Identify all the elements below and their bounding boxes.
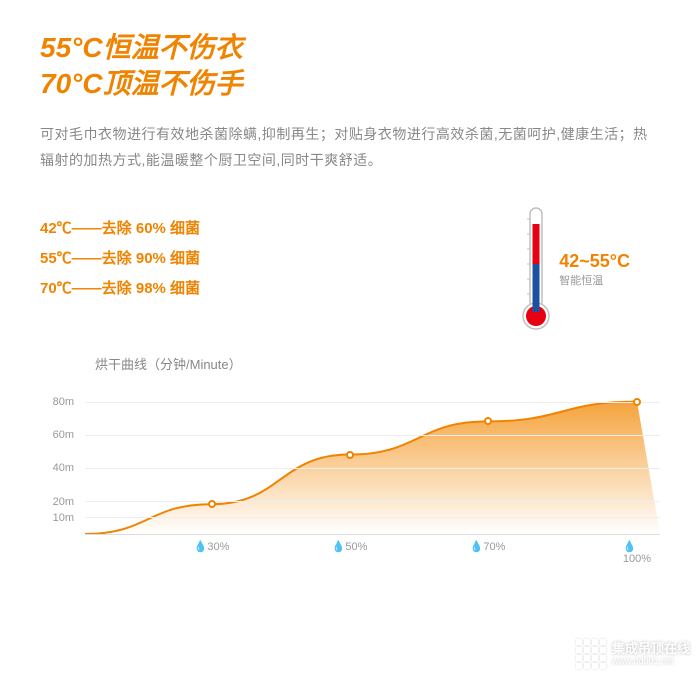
thermometer-range: 42~55°C xyxy=(559,250,630,273)
y-tick-label: 60m xyxy=(53,429,74,441)
watermark-text: 集成吊顶在线 xyxy=(612,642,690,656)
x-tick-label: 💧100% xyxy=(623,540,651,565)
bullet-item: 55℃——去除 90% 细菌 xyxy=(40,244,200,274)
y-tick-label: 10m xyxy=(53,512,74,524)
watermark-icon xyxy=(576,639,606,669)
x-tick-label: 💧50% xyxy=(332,540,368,553)
data-point xyxy=(346,451,354,459)
temperature-bullets: 42℃——去除 60% 细菌 55℃——去除 90% 细菌 70℃——去除 98… xyxy=(40,204,200,304)
x-tick-label: 💧30% xyxy=(194,540,230,553)
thermometer-sublabel: 智能恒温 xyxy=(559,274,630,288)
watermark: 集成吊顶在线 www.dd001.net xyxy=(576,639,690,669)
thermometer-icon xyxy=(521,204,551,334)
x-tick-label: 💧70% xyxy=(470,540,506,553)
headline: 55°C恒温不伤衣 70°C顶温不伤手 xyxy=(40,30,660,103)
headline-line1: 55°C恒温不伤衣 xyxy=(40,30,660,66)
bullet-item: 42℃——去除 60% 细菌 xyxy=(40,214,200,244)
y-axis-labels: 80m 60m 40m 20m 10m xyxy=(40,385,80,535)
bullet-item: 70℃——去除 98% 细菌 xyxy=(40,274,200,304)
chart-title: 烘干曲线（分钟/Minute） xyxy=(95,354,660,373)
watermark-url: www.dd001.net xyxy=(612,656,690,666)
y-tick-label: 20m xyxy=(53,496,74,508)
data-point xyxy=(484,417,492,425)
data-point xyxy=(633,398,641,406)
x-axis-labels: 💧30%💧50%💧70%💧100% xyxy=(85,540,660,560)
headline-line2: 70°C顶温不伤手 xyxy=(40,66,660,102)
y-tick-label: 40m xyxy=(53,462,74,474)
chart-plot-area xyxy=(85,385,660,535)
y-tick-label: 80m xyxy=(53,396,74,408)
drying-chart: 烘干曲线（分钟/Minute） 80m 60m 40m 20m 10m 💧30% 💧50%… xyxy=(40,354,660,555)
thermometer-block: 42~55°C 智能恒温 xyxy=(521,204,660,334)
description-text: 可对毛巾衣物进行有效地杀菌除螨,抑制再生；对贴身衣物进行高效杀菌,无菌呵护,健康… xyxy=(40,121,660,174)
data-point xyxy=(208,500,216,508)
area-fill xyxy=(85,385,660,534)
